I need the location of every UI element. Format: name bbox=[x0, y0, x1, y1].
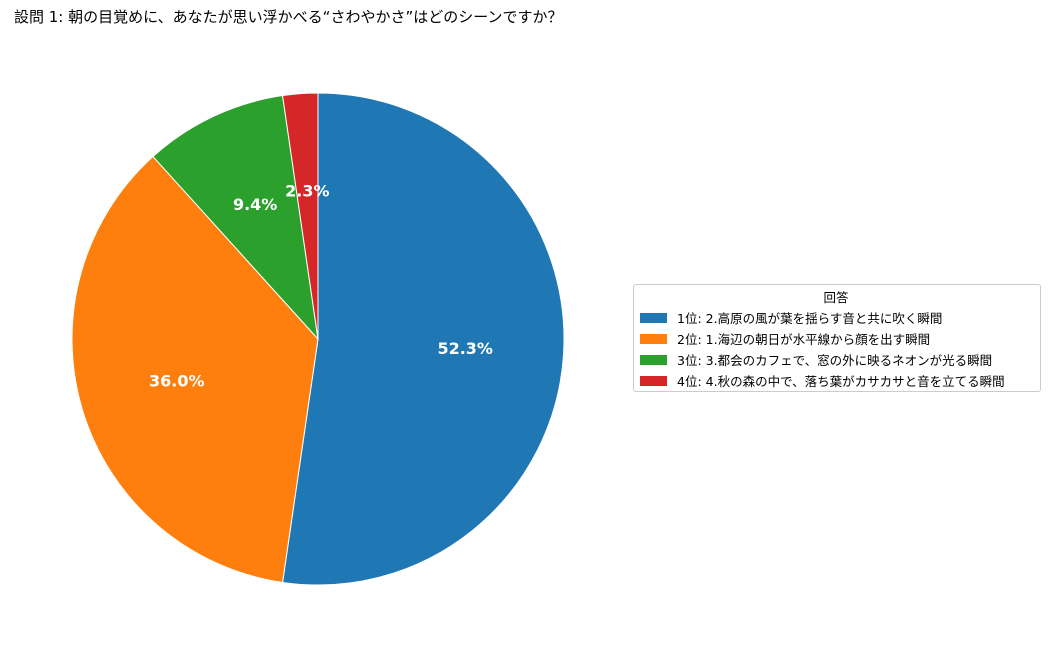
legend-title: 回答 bbox=[823, 290, 849, 305]
legend-item-4: 4位: 4.秋の森の中で、落ち葉がカサカサと音を立てる瞬間 bbox=[640, 370, 1032, 391]
legend-swatch bbox=[640, 375, 667, 386]
pie-slice-4 bbox=[282, 92, 319, 340]
slice-percent-label-2: 36.0% bbox=[149, 371, 205, 390]
legend-label: 4位: 4.秋の森の中で、落ち葉がカサカサと音を立てる瞬間 bbox=[677, 374, 1005, 389]
legend: 回答 1位: 2.高原の風が葉を揺らす音と共に吹く瞬間 2位: 1.海辺の朝日が水… bbox=[633, 284, 1041, 392]
legend-swatch bbox=[640, 333, 667, 344]
slice-percent-label-1: 52.3% bbox=[437, 339, 493, 358]
legend-label: 3位: 3.都会のカフェで、窓の外に映るネオンが光る瞬間 bbox=[677, 353, 993, 368]
slice-percent-label-4: 2.3% bbox=[285, 181, 329, 200]
legend-swatch bbox=[640, 354, 667, 365]
pie-slice-2 bbox=[71, 155, 319, 584]
legend-label: 1位: 2.高原の風が葉を揺らす音と共に吹く瞬間 bbox=[677, 311, 943, 326]
legend-item-2: 2位: 1.海辺の朝日が水平線から顔を出す瞬間 bbox=[640, 328, 1032, 349]
chart-title: 設問 1: 朝の目覚めに、あなたが思い浮かべる“さわやかさ”はどのシーンですか？ bbox=[14, 8, 563, 26]
pie-slice-3 bbox=[152, 94, 319, 341]
pie-slice-1 bbox=[282, 92, 565, 586]
legend-swatch bbox=[640, 312, 667, 323]
legend-item-3: 3位: 3.都会のカフェで、窓の外に映るネオンが光る瞬間 bbox=[640, 349, 1032, 370]
legend-label: 2位: 1.海辺の朝日が水平線から顔を出す瞬間 bbox=[677, 332, 931, 347]
legend-item-1: 1位: 2.高原の風が葉を揺らす音と共に吹く瞬間 bbox=[640, 307, 1032, 328]
slice-percent-label-3: 9.4% bbox=[233, 195, 277, 214]
